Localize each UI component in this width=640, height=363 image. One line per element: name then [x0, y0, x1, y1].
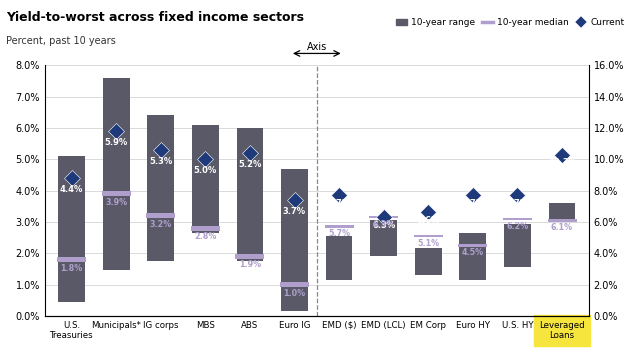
Text: 10.3%: 10.3% — [548, 158, 577, 167]
Text: 2.8%: 2.8% — [194, 232, 216, 241]
Text: 5.1%: 5.1% — [417, 239, 439, 248]
Bar — [236, 254, 264, 259]
Text: 6.2%: 6.2% — [506, 221, 529, 231]
Text: 6.6%: 6.6% — [417, 216, 440, 225]
Text: Percent, past 10 years: Percent, past 10 years — [6, 36, 116, 46]
Legend: 10-year range, 10-year median, Current: 10-year range, 10-year median, Current — [393, 15, 628, 31]
Bar — [237, 128, 263, 261]
Text: 5.2%: 5.2% — [238, 160, 262, 169]
Text: 6.3%: 6.3% — [372, 220, 395, 229]
Bar — [102, 191, 131, 196]
Text: 5.9%: 5.9% — [104, 138, 128, 147]
Text: 4.5%: 4.5% — [462, 248, 484, 257]
Bar — [103, 78, 129, 270]
Text: 5.3%: 5.3% — [149, 157, 172, 166]
Bar — [57, 257, 86, 262]
Bar — [504, 224, 531, 267]
Bar — [415, 249, 442, 275]
Bar — [460, 233, 486, 280]
Bar — [369, 216, 398, 219]
Bar — [147, 115, 174, 261]
Bar — [191, 226, 220, 231]
Text: 1.0%: 1.0% — [284, 289, 305, 298]
Text: 7.7%: 7.7% — [328, 199, 351, 208]
Bar — [280, 282, 309, 287]
Bar — [281, 169, 308, 311]
Text: Yield-to-worst across fixed income sectors: Yield-to-worst across fixed income secto… — [6, 11, 305, 24]
Bar — [147, 213, 175, 218]
Bar — [414, 235, 443, 237]
Bar — [548, 219, 577, 221]
Bar — [458, 244, 487, 246]
Text: 1.8%: 1.8% — [60, 264, 83, 273]
Text: 3.7%: 3.7% — [283, 207, 306, 216]
Text: 5.0%: 5.0% — [194, 166, 217, 175]
Bar — [326, 236, 353, 280]
Bar — [548, 203, 575, 222]
Text: 3.2%: 3.2% — [150, 220, 172, 229]
Bar — [58, 156, 85, 302]
Text: 3.9%: 3.9% — [105, 198, 127, 207]
Text: 7.7%: 7.7% — [506, 199, 529, 208]
Text: 5.7%: 5.7% — [328, 229, 350, 238]
Text: 6.1%: 6.1% — [551, 223, 573, 232]
Text: 7.7%: 7.7% — [461, 199, 484, 208]
Bar — [192, 125, 219, 233]
Bar — [503, 217, 532, 220]
Bar — [371, 220, 397, 256]
Text: Axis: Axis — [307, 42, 327, 52]
Text: 4.4%: 4.4% — [60, 185, 83, 194]
Text: 6.3%: 6.3% — [372, 221, 396, 230]
Text: 1.9%: 1.9% — [239, 260, 261, 269]
Bar — [324, 225, 353, 228]
